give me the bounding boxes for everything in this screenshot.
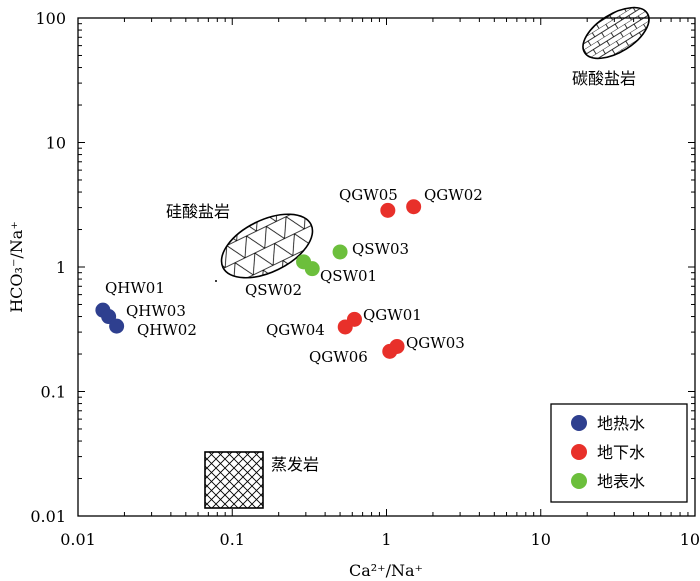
label-QHW02: QHW02	[137, 321, 197, 339]
x-tick-label: 0.01	[60, 530, 96, 549]
point-QGW05	[380, 202, 396, 218]
carbonate-label: 碳酸盐岩	[572, 69, 636, 88]
y-tick-label: 0.1	[41, 383, 66, 402]
legend-swatch-groundwater	[571, 444, 587, 460]
legend-label-geothermal: 地热水	[597, 414, 645, 433]
label-QSW02: QSW02	[245, 281, 302, 299]
point-labels: QHW01 QHW03 QHW02 QGW05 QGW02 QGW01 QGW0…	[105, 186, 483, 366]
label-QGW05: QGW05	[339, 186, 398, 204]
y-axis-title: HCO₃⁻/Na⁺	[7, 221, 26, 313]
x-tick-label: 0.1	[220, 530, 245, 549]
legend-swatch-geothermal	[571, 415, 587, 431]
label-QSW03: QSW03	[352, 240, 409, 258]
point-QGW02	[406, 199, 422, 215]
point-QGW06	[382, 343, 398, 359]
data-points	[95, 199, 422, 359]
point-QSW03	[332, 244, 348, 260]
point-QGW04	[337, 319, 353, 335]
y-axis-ticks: 0.01 0.1 1 10 100	[30, 9, 695, 526]
label-QGW02: QGW02	[424, 186, 483, 204]
label-QHW03: QHW03	[126, 302, 186, 320]
region-carbonate: 碳酸盐岩	[572, 6, 650, 88]
silicate-ellipse	[220, 213, 314, 279]
region-evaporite: 蒸发岩	[204, 451, 319, 509]
stray-dot	[215, 280, 217, 282]
point-QSW01	[304, 261, 320, 277]
legend: 地热水 地下水 地表水	[550, 403, 688, 503]
label-QSW01: QSW01	[320, 267, 377, 285]
x-axis-ticks: 0.01 0.1 1 10 100	[60, 18, 700, 549]
label-QGW04: QGW04	[266, 321, 325, 339]
label-QGW01: QGW01	[363, 306, 422, 324]
point-QHW02	[109, 318, 125, 334]
legend-label-surface: 地表水	[597, 472, 645, 491]
carbonate-ellipse	[582, 6, 650, 60]
evaporite-box	[204, 451, 264, 509]
x-tick-label: 100	[680, 530, 700, 549]
evaporite-label: 蒸发岩	[271, 455, 319, 474]
x-tick-label: 10	[531, 530, 551, 549]
region-silicate: 硅酸盐岩	[166, 202, 314, 279]
label-QGW03: QGW03	[406, 334, 465, 352]
y-tick-label: 100	[35, 9, 66, 28]
y-tick-label: 10	[46, 134, 66, 153]
x-tick-label: 1	[381, 530, 391, 549]
y-tick-label: 1	[56, 258, 66, 277]
label-QHW01: QHW01	[105, 279, 165, 297]
silicate-label: 硅酸盐岩	[166, 202, 230, 221]
legend-label-groundwater: 地下水	[597, 443, 645, 462]
x-axis-title: Ca²⁺/Na⁺	[349, 561, 423, 580]
legend-swatch-surface	[571, 473, 587, 489]
label-QGW06: QGW06	[309, 348, 368, 366]
y-tick-label: 0.01	[30, 507, 66, 526]
